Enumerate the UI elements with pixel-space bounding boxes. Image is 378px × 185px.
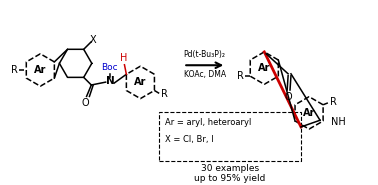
Text: Ar: Ar [258, 63, 271, 73]
Text: Ar: Ar [303, 108, 315, 118]
Text: Ar = aryl, heteroaryl: Ar = aryl, heteroaryl [165, 118, 251, 127]
Text: NH: NH [332, 117, 346, 127]
Text: R: R [161, 89, 168, 99]
Text: O: O [284, 92, 292, 102]
Text: N: N [106, 76, 115, 86]
Text: Pd(t-Bu₃P)₂: Pd(t-Bu₃P)₂ [184, 50, 226, 59]
Text: R: R [11, 65, 17, 75]
Text: Boc: Boc [101, 63, 118, 72]
Text: up to 95% yield: up to 95% yield [194, 174, 266, 183]
Text: X = Cl, Br, I: X = Cl, Br, I [165, 135, 214, 144]
Text: Ar: Ar [34, 65, 46, 75]
Text: KOAc, DMA: KOAc, DMA [184, 70, 226, 79]
Text: X: X [90, 35, 96, 45]
Text: R: R [330, 97, 337, 107]
Text: H: H [120, 53, 127, 63]
Text: O: O [82, 98, 90, 108]
Text: Ar: Ar [134, 77, 147, 87]
FancyBboxPatch shape [158, 112, 301, 162]
Text: 30 examples: 30 examples [201, 164, 259, 173]
Text: R: R [237, 71, 243, 81]
